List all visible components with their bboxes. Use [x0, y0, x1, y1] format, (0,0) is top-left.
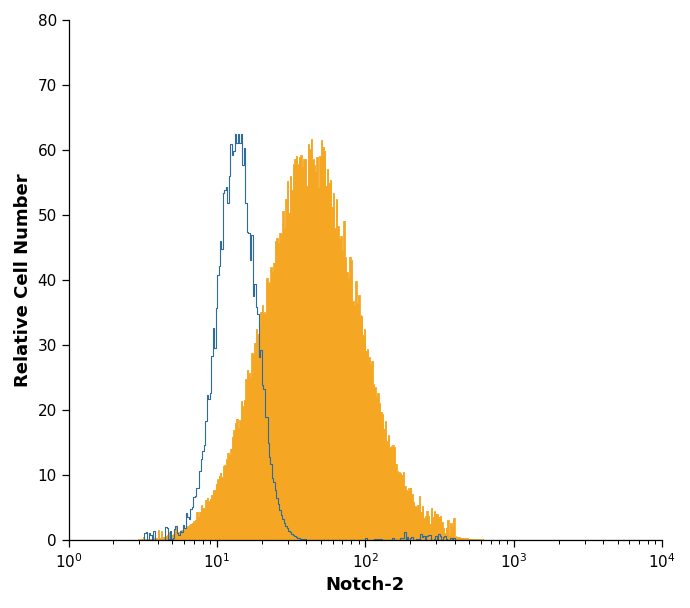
- Y-axis label: Relative Cell Number: Relative Cell Number: [14, 173, 32, 387]
- X-axis label: Notch-2: Notch-2: [326, 576, 405, 594]
